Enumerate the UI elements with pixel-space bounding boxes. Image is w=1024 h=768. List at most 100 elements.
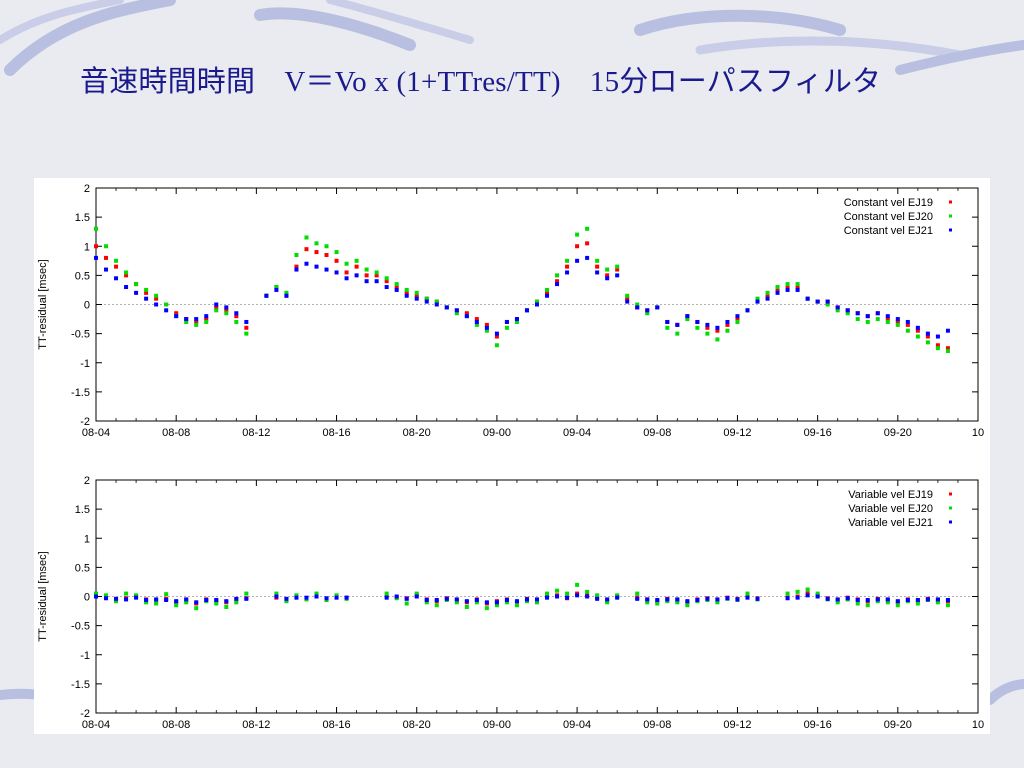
data-point [645,311,650,316]
data-point [635,302,640,307]
data-point [384,591,389,596]
data-point [174,603,179,608]
data-point [555,273,560,278]
data-point [735,319,740,324]
data-point [434,302,439,307]
data-point [274,287,279,292]
x-tick-label: 10 [972,427,984,439]
data-point [224,604,229,609]
data-point [164,308,169,313]
data-point [464,599,469,604]
data-point [645,308,650,313]
y-tick-label: 0.5 [75,562,90,574]
data-point [685,317,690,322]
data-point [585,589,590,594]
data-point [905,597,910,602]
x-tick-label: 09-04 [563,719,591,731]
data-point [865,597,870,602]
data-point [585,594,590,599]
data-point [204,597,209,602]
data-point [655,601,660,606]
data-point [655,597,660,602]
data-point [174,599,179,604]
data-point [94,591,98,596]
legend-marker [949,228,952,232]
decorative-swirl-top-left-2 [0,0,124,44]
data-point [725,319,730,324]
data-point [394,282,399,287]
data-point [715,328,720,333]
data-point [715,597,720,602]
data-point [94,255,98,260]
data-point [224,311,229,316]
data-point [635,305,640,310]
data-point [484,322,489,327]
data-point [214,305,219,310]
data-point [214,601,219,606]
data-point [915,325,920,330]
data-point [474,322,479,327]
data-point [104,255,109,260]
x-tick-label: 09-20 [884,719,912,731]
series-2 [94,226,950,354]
data-point [504,325,509,330]
data-point [775,290,780,295]
data-point [695,319,700,324]
data-point [595,258,600,263]
data-point [474,600,479,605]
data-point [164,597,169,602]
data-point [925,331,930,336]
data-point [94,226,98,231]
data-point [785,287,790,292]
data-point [384,276,389,281]
data-point [344,595,349,600]
data-point [114,596,119,601]
data-point [304,595,309,600]
data-point [494,334,499,339]
data-point [795,595,800,600]
data-point [545,591,550,596]
legend-label: Variable vel EJ20 [848,503,933,515]
y-tick-label: 1.5 [75,212,90,224]
decorative-swirl-top-right-2 [695,36,965,60]
data-point [665,325,670,330]
data-point [695,325,700,330]
data-point [394,594,399,599]
data-point [835,308,840,313]
data-point [314,594,319,599]
data-point [755,596,760,601]
y-tick-label: -0.5 [71,621,90,633]
data-point [685,603,690,608]
data-point [575,258,580,263]
data-point [595,270,600,275]
data-point [284,293,289,298]
data-point [524,308,529,313]
data-point [94,594,98,599]
data-point [795,282,800,287]
data-point [234,311,239,316]
data-point [334,250,339,255]
data-point [925,340,930,345]
data-point [575,582,580,587]
data-point [855,597,860,602]
data-point [895,317,900,322]
decorative-swirl-top-right-3 [895,40,1024,75]
data-point [605,276,610,281]
data-point [384,279,389,284]
data-point [184,319,189,324]
data-point [484,325,489,330]
data-point [565,595,570,600]
data-point [745,595,750,600]
data-point [895,599,900,604]
data-point [865,603,870,608]
data-point [795,589,800,594]
data-point [314,591,319,596]
data-point [915,328,920,333]
data-point [404,287,409,292]
data-point [585,255,590,260]
data-point [765,296,770,301]
data-point [945,328,950,333]
legend-marker [949,214,952,218]
data-point [535,302,539,307]
chart-panel: 2 1.5 1 0.5 0 -0.5 -1 -1.5 -2 08-04 08-08 08-12 08-1… [34,178,990,734]
